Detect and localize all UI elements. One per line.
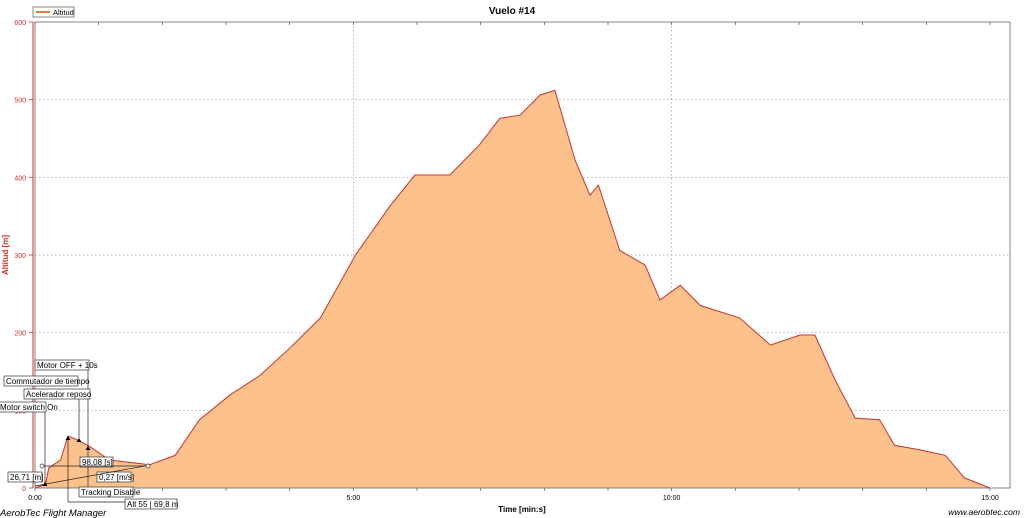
annotation-label: 26,71 [m] <box>10 473 43 482</box>
event-arrow-icon <box>76 438 82 442</box>
y-ticks: 0100200300400500600 <box>14 20 33 493</box>
annotation-box <box>23 388 91 400</box>
annotation-box <box>0 401 47 413</box>
legend: Altitud <box>32 6 75 18</box>
annotation-label: Tracking Disable <box>81 488 141 497</box>
annotation-label: 0,27 [m/s] <box>99 473 134 482</box>
annotation-label: 98,08 [s] <box>82 458 113 467</box>
y-tick-label: 400 <box>14 175 26 182</box>
event-arrow-icon <box>85 446 91 450</box>
annotation-box <box>34 359 90 371</box>
x-tick-label: 0:00 <box>28 495 42 502</box>
y-tick-label: 300 <box>14 253 26 260</box>
annotation-box <box>79 456 114 468</box>
annotation-box <box>78 486 134 498</box>
annotation-label: Acelerador reposo <box>26 390 92 399</box>
event-arrow-icon <box>42 482 48 486</box>
x-axis-label: Time [min:s] <box>498 505 546 514</box>
annotation-box <box>124 498 178 510</box>
y-tick-label: 0 <box>22 486 26 493</box>
x-tick-label: 15:00 <box>981 495 999 502</box>
footer-url[interactable]: www.aerobtec.com <box>948 507 1020 517</box>
annotation-leader <box>34 464 151 487</box>
marker-point <box>145 463 151 469</box>
annotation-box <box>7 471 43 483</box>
annotation-label: Alt 55 | 69,8 m <box>127 500 179 509</box>
x-tick-label: 10:00 <box>663 495 681 502</box>
chart-title: Vuelo #14 <box>489 6 536 17</box>
altitude-line <box>34 89 991 489</box>
y-tick-label: 200 <box>14 331 26 338</box>
x-tick-label: 5:00 <box>347 495 361 502</box>
altitude-area <box>35 90 990 489</box>
annotations: Motor OFF + 10s Commutador de tiempo Acele… <box>0 359 179 510</box>
marker-point <box>39 463 45 469</box>
footer-brand: AerobTec Flight Manager <box>0 508 107 518</box>
y-tick-label: 500 <box>14 98 26 105</box>
annotation-box <box>96 471 132 483</box>
annotation-label: Motor OFF + 10s <box>37 361 98 370</box>
y-tick-label: 600 <box>14 20 26 27</box>
plot-frame <box>34 21 1011 489</box>
x-ticks: 0:00 5:00 10:00 15:00 <box>28 22 999 502</box>
annotation-label: Commutador de tiempo <box>6 377 90 386</box>
annotation-box <box>3 375 79 387</box>
event-arrow-icon <box>65 436 71 440</box>
legend-label: Altitud <box>53 8 74 17</box>
annotation-label: Motor switch On <box>0 403 58 412</box>
y-axis-label: Altitud [m] <box>1 235 10 275</box>
